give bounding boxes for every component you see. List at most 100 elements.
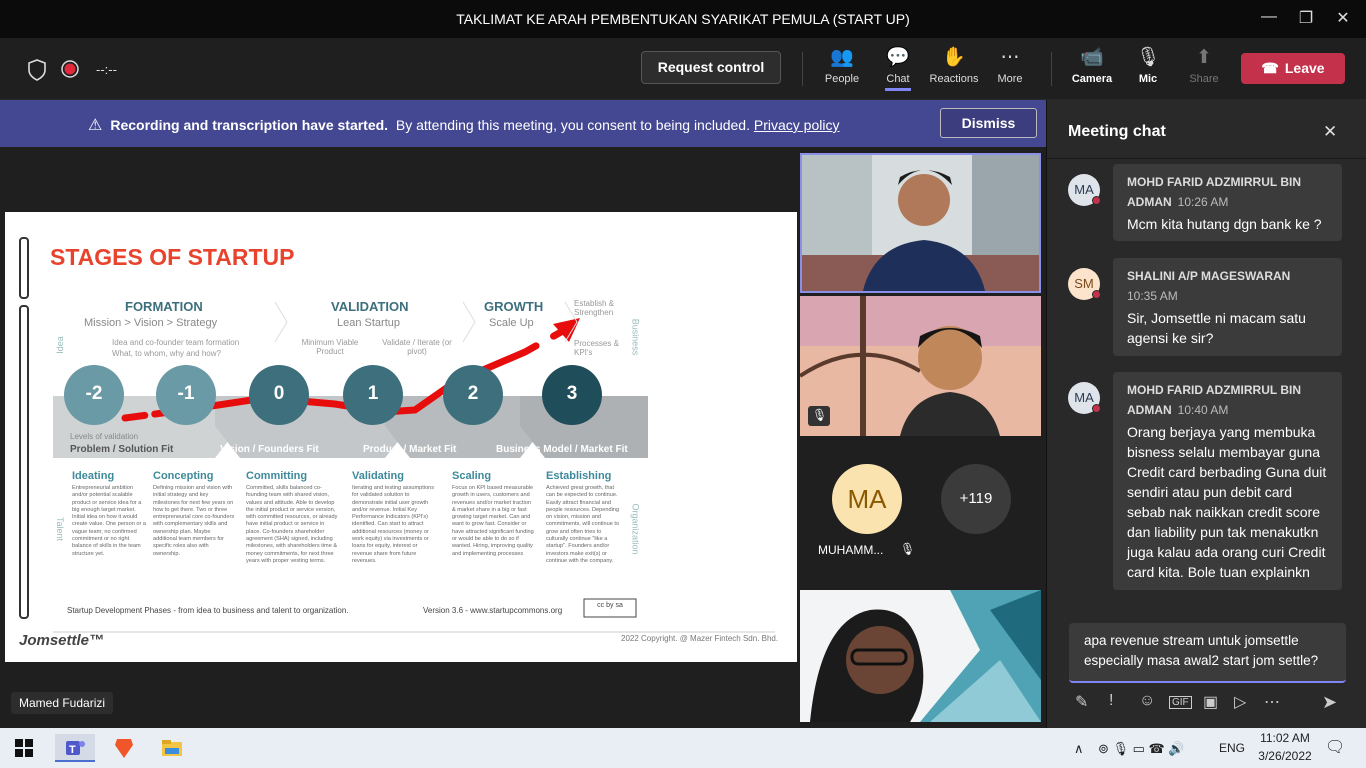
- processes-label: Processes & KPI's: [574, 339, 619, 357]
- meeting-timer: --:--: [96, 62, 117, 77]
- mic-label: Mic: [1138, 73, 1158, 85]
- phase-desc: Focus on KPI based measurable growth in …: [452, 485, 534, 557]
- chevron-up-icon[interactable]: ∧: [1074, 741, 1084, 756]
- priority-icon[interactable]: !: [1109, 692, 1114, 709]
- share-label: Share: [1189, 73, 1219, 85]
- phase-name: Establishing: [546, 470, 612, 482]
- more-participants-button[interactable]: +119: [941, 464, 1011, 534]
- fit-label: Product / Market Fit: [363, 444, 457, 455]
- dismiss-button[interactable]: Dismiss: [940, 108, 1037, 138]
- tray-icons[interactable]: ⊚ 🎙 ▭ ☎ 🔊: [1098, 741, 1185, 756]
- mic-button[interactable]: 🎙 Mic: [1120, 46, 1176, 85]
- jomsettle-logo: Jomsettle™: [19, 632, 105, 649]
- phase-name: Committing: [246, 470, 308, 482]
- sender-name: SHALINI A/P MAGESWARAN: [1127, 269, 1291, 283]
- shared-slide: STAGES OF STARTUP FORMATION Mission > Vi…: [5, 212, 797, 662]
- stage-number: -2: [85, 383, 103, 404]
- side-label-organization: Organization: [630, 503, 641, 555]
- participant-video-tile[interactable]: 🎙: [800, 296, 1041, 436]
- request-control-button[interactable]: Request control: [641, 51, 781, 84]
- chat-compose-input[interactable]: apa revenue stream untuk jomsettle espec…: [1069, 623, 1346, 683]
- slide-copyright: 2022 Copyright. @ Mazer Fintech Sdn. Bhd…: [621, 634, 779, 643]
- notification-icon[interactable]: 🗨: [1325, 739, 1346, 756]
- avatar: SM: [1068, 268, 1100, 300]
- reactions-button[interactable]: ✋ Reactions: [926, 46, 982, 85]
- camera-label: Camera: [1071, 73, 1113, 85]
- more-button[interactable]: ⋯ More: [982, 46, 1038, 85]
- participant-video: [800, 296, 1041, 436]
- gif-icon[interactable]: GIF: [1169, 696, 1192, 709]
- teams-taskbar-icon[interactable]: T: [55, 734, 95, 762]
- divider: [1047, 158, 1366, 159]
- stage-number: 0: [273, 383, 285, 404]
- shield-icon[interactable]: [27, 59, 47, 81]
- file-explorer-icon[interactable]: [152, 734, 192, 762]
- share-icon: ⬆: [1196, 47, 1212, 68]
- mic-muted-icon: 🎙: [1135, 47, 1161, 68]
- sender-name: MOHD FARID ADZMIRRUL BIN ADMAN: [1127, 383, 1301, 417]
- banner-bold: Recording and transcription have started…: [110, 117, 389, 133]
- participant-video-tile[interactable]: [800, 590, 1041, 722]
- participant-video-tile[interactable]: [800, 153, 1041, 293]
- close-window-button[interactable]: ✕: [1336, 10, 1350, 27]
- validation-sub: Lean Startup: [337, 317, 400, 329]
- stage-number: 1: [367, 383, 379, 404]
- cc-license-badge: cc by sa: [597, 602, 623, 609]
- growth-heading: GROWTH: [484, 299, 544, 314]
- warning-icon: ⚠: [88, 117, 103, 134]
- formation-heading: FORMATION: [125, 299, 203, 314]
- share-button[interactable]: ⬆ Share: [1176, 46, 1232, 85]
- reactions-icon: ✋: [942, 47, 966, 68]
- people-button[interactable]: 👥 People: [814, 46, 870, 85]
- maximize-button[interactable]: ❐: [1298, 10, 1314, 27]
- sticker-icon[interactable]: ▣: [1203, 694, 1219, 711]
- people-icon: 👥: [830, 47, 854, 68]
- presenter-name-tag: Mamed Fudarizi: [11, 692, 114, 714]
- send-icon[interactable]: ➤: [1322, 692, 1338, 712]
- stream-icon[interactable]: ▷: [1234, 694, 1247, 711]
- leave-label: Leave: [1284, 60, 1325, 76]
- chat-button[interactable]: 💬 Chat: [870, 46, 926, 91]
- clock[interactable]: 11:02 AM 3/26/2022: [1255, 731, 1315, 763]
- message-time: 10:35 AM: [1127, 289, 1178, 303]
- toolbar-divider: [1051, 52, 1052, 86]
- participant-video: [800, 590, 1041, 722]
- minimize-button[interactable]: —: [1261, 8, 1277, 25]
- camera-icon: 📹: [1080, 47, 1104, 68]
- language-indicator[interactable]: ENG: [1219, 741, 1246, 755]
- mvp-text: Minimum Viable Product: [301, 338, 359, 356]
- leave-button[interactable]: ☎ Leave: [1241, 53, 1345, 84]
- close-chat-button[interactable]: ✕: [1323, 122, 1338, 141]
- emoji-icon[interactable]: ☺: [1139, 692, 1156, 709]
- privacy-policy-link[interactable]: Privacy policy: [753, 117, 840, 133]
- idea-formation-text: Idea and co-founder team formation: [112, 338, 240, 347]
- message-text: Sir, Jomsettle ni macam satu agensi ke s…: [1127, 310, 1306, 346]
- windows-start-icon[interactable]: [4, 734, 44, 762]
- message-text: Orang berjaya yang membuka bisness selal…: [1127, 424, 1327, 580]
- mic-muted-icon: 🎙: [812, 408, 828, 422]
- chat-label: Chat: [886, 73, 910, 85]
- brave-browser-icon[interactable]: [104, 734, 144, 762]
- chat-title: Meeting chat: [1068, 123, 1166, 140]
- stage-number: 3: [566, 383, 578, 404]
- mic-muted-icon: 🎙: [900, 542, 916, 556]
- avatar[interactable]: MA: [832, 464, 902, 534]
- more-icon: ⋯: [1000, 47, 1020, 68]
- formation-sub: Mission > Vision > Strategy: [84, 317, 218, 329]
- banner-text: ⚠ Recording and transcription have starte…: [88, 115, 839, 135]
- validation-heading: VALIDATION: [331, 299, 409, 314]
- side-label-idea: Idea: [54, 336, 65, 354]
- phase-desc: Achieved great growth, that can be expec…: [546, 485, 620, 564]
- recording-icon: [61, 60, 79, 78]
- slide-title: STAGES OF STARTUP: [50, 244, 295, 270]
- message-time: 10:40 AM: [1177, 403, 1229, 417]
- clock-date: 3/26/2022: [1258, 749, 1312, 763]
- phase-desc: Iterating and testing assumptions for va…: [352, 485, 435, 564]
- format-icon[interactable]: ✎: [1075, 694, 1089, 711]
- message-time: 10:26 AM: [1177, 195, 1229, 209]
- phase-desc: Defining mission and vision with initial…: [153, 485, 235, 557]
- active-tab-indicator: [885, 88, 911, 91]
- more-options-icon[interactable]: ⋯: [1264, 694, 1280, 711]
- chat-icon: 💬: [886, 47, 910, 68]
- camera-button[interactable]: 📹 Camera: [1064, 46, 1120, 85]
